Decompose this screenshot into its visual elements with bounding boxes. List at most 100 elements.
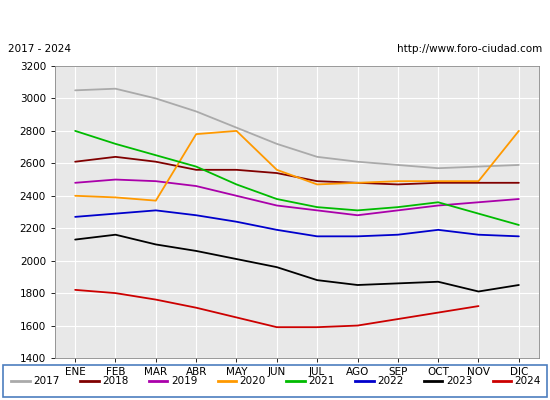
2019 (475, 200, 482, 205)
2020 (112, 195, 119, 200)
Line: 2024: 2024 (75, 290, 478, 327)
2018 (152, 159, 159, 164)
2020 (233, 128, 240, 133)
2017 (354, 159, 361, 164)
2020 (515, 128, 522, 133)
2023 (435, 279, 442, 284)
2022 (354, 234, 361, 239)
2022 (72, 214, 79, 219)
2019 (112, 177, 119, 182)
2020 (314, 182, 321, 187)
2022 (435, 228, 442, 232)
Text: http://www.foro-ciudad.com: http://www.foro-ciudad.com (397, 44, 542, 54)
2024 (314, 325, 321, 330)
2024 (475, 304, 482, 308)
2018 (354, 180, 361, 185)
2022 (112, 211, 119, 216)
2023 (193, 248, 200, 253)
2017 (193, 109, 200, 114)
2019 (354, 213, 361, 218)
2020 (354, 180, 361, 185)
2017 (394, 162, 401, 167)
2021 (394, 205, 401, 210)
Text: 2024: 2024 (515, 376, 541, 386)
Line: 2023: 2023 (75, 235, 519, 292)
2019 (152, 179, 159, 184)
2024 (193, 305, 200, 310)
2023 (72, 237, 79, 242)
2023 (112, 232, 119, 237)
2019 (314, 208, 321, 213)
2021 (515, 222, 522, 227)
Line: 2020: 2020 (75, 131, 519, 201)
2021 (72, 128, 79, 133)
2018 (435, 180, 442, 185)
2022 (193, 213, 200, 218)
2020 (475, 179, 482, 184)
2019 (233, 193, 240, 198)
2018 (233, 168, 240, 172)
Text: 2023: 2023 (446, 376, 472, 386)
2018 (273, 171, 280, 176)
2023 (233, 257, 240, 262)
Line: 2017: 2017 (75, 89, 519, 168)
2017 (72, 88, 79, 93)
2020 (394, 179, 401, 184)
Text: 2020: 2020 (240, 376, 266, 386)
2024 (112, 291, 119, 296)
2017 (314, 154, 321, 159)
Text: 2022: 2022 (377, 376, 403, 386)
2022 (152, 208, 159, 213)
2021 (112, 142, 119, 146)
Text: 2021: 2021 (308, 376, 334, 386)
2022 (394, 232, 401, 237)
2021 (193, 164, 200, 169)
2017 (233, 125, 240, 130)
2021 (475, 211, 482, 216)
2018 (72, 159, 79, 164)
2017 (435, 166, 442, 170)
2017 (475, 164, 482, 169)
2022 (314, 234, 321, 239)
2023 (314, 278, 321, 282)
2017 (515, 162, 522, 167)
Text: 2017: 2017 (33, 376, 59, 386)
2021 (273, 197, 280, 202)
2017 (273, 142, 280, 146)
2021 (152, 153, 159, 158)
2017 (152, 96, 159, 101)
Text: 2019: 2019 (170, 376, 197, 386)
2022 (515, 234, 522, 239)
2024 (435, 310, 442, 315)
2023 (152, 242, 159, 247)
Text: Evolucion del paro registrado en Carballo: Evolucion del paro registrado en Carball… (124, 10, 426, 26)
2019 (273, 203, 280, 208)
2019 (435, 203, 442, 208)
2018 (394, 182, 401, 187)
2017 (112, 86, 119, 91)
2021 (354, 208, 361, 213)
2021 (233, 182, 240, 187)
Line: 2019: 2019 (75, 180, 519, 215)
Line: 2022: 2022 (75, 210, 519, 236)
2021 (314, 205, 321, 210)
2024 (273, 325, 280, 330)
2024 (72, 288, 79, 292)
2023 (354, 283, 361, 288)
2024 (354, 323, 361, 328)
2020 (435, 179, 442, 184)
2024 (394, 317, 401, 322)
2018 (193, 168, 200, 172)
Text: 2018: 2018 (102, 376, 128, 386)
2018 (112, 154, 119, 159)
2020 (193, 132, 200, 136)
Text: 2017 - 2024: 2017 - 2024 (8, 44, 72, 54)
2023 (273, 265, 280, 270)
2018 (475, 180, 482, 185)
2023 (515, 283, 522, 288)
2024 (233, 315, 240, 320)
2019 (515, 197, 522, 202)
2021 (435, 200, 442, 205)
2018 (314, 179, 321, 184)
2020 (273, 168, 280, 172)
